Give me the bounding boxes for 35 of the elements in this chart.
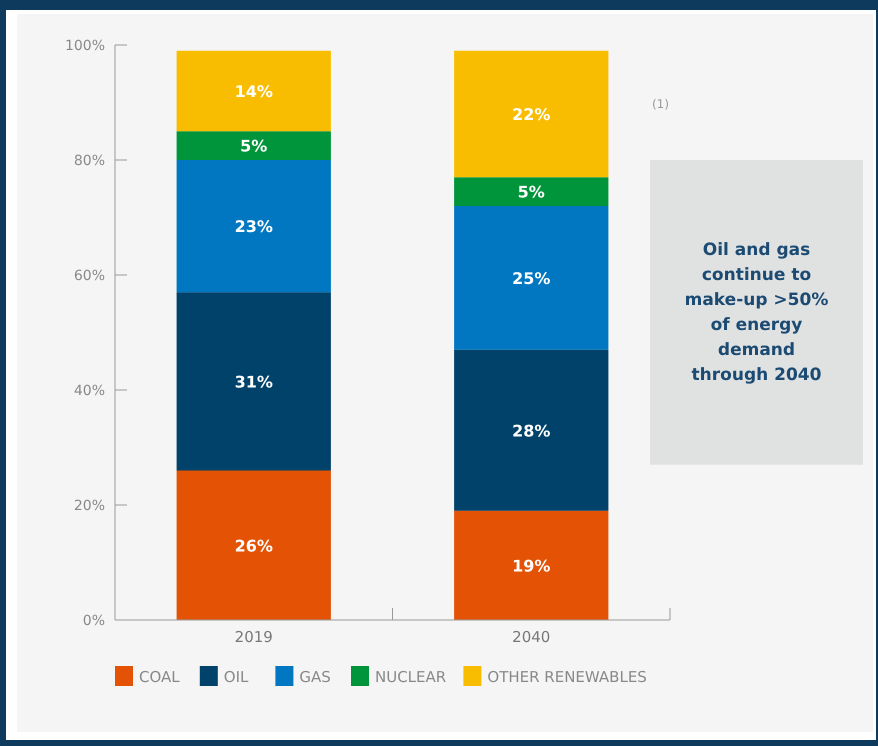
bar — [454, 206, 608, 350]
data-label: 5% — [518, 182, 545, 202]
bar — [176, 160, 331, 292]
legend-label: NUCLEAR — [375, 668, 446, 686]
data-label: 23% — [234, 217, 273, 236]
legend-label: COAL — [139, 668, 180, 686]
x-tick-label: 2040 — [512, 628, 550, 646]
legend-label: OIL — [224, 668, 250, 686]
annotation: (1) — [652, 97, 669, 111]
y-tick-label: 40% — [74, 383, 105, 399]
legend-label: OTHER RENEWABLES — [487, 668, 647, 686]
legend-label: GAS — [299, 668, 331, 686]
data-label: 26% — [234, 536, 273, 556]
y-tick-label: 60% — [74, 268, 105, 284]
bar — [454, 510, 608, 620]
bar — [454, 50, 608, 178]
bar — [176, 292, 331, 470]
bar — [454, 350, 608, 511]
data-label: 14% — [234, 82, 273, 101]
x-tick-label: 2019 — [234, 628, 273, 646]
y-tick-label: 20% — [74, 498, 105, 514]
data-label: 22% — [512, 105, 550, 124]
bar — [454, 177, 608, 206]
y-tick-label: 80% — [74, 153, 105, 169]
data-label: 28% — [512, 421, 550, 440]
text: Oil and gas continue to make-up >50% of energy demand through 2040 — [684, 240, 828, 385]
y-tick-label: 100% — [64, 38, 105, 54]
data-label: 25% — [512, 268, 550, 288]
bar — [176, 470, 331, 620]
data-label: 19% — [512, 556, 550, 576]
data-label: 31% — [234, 372, 273, 392]
bar — [176, 131, 331, 160]
data-label: 5% — [240, 136, 268, 156]
y-tick-label: 0% — [82, 613, 105, 629]
bar — [176, 50, 331, 132]
